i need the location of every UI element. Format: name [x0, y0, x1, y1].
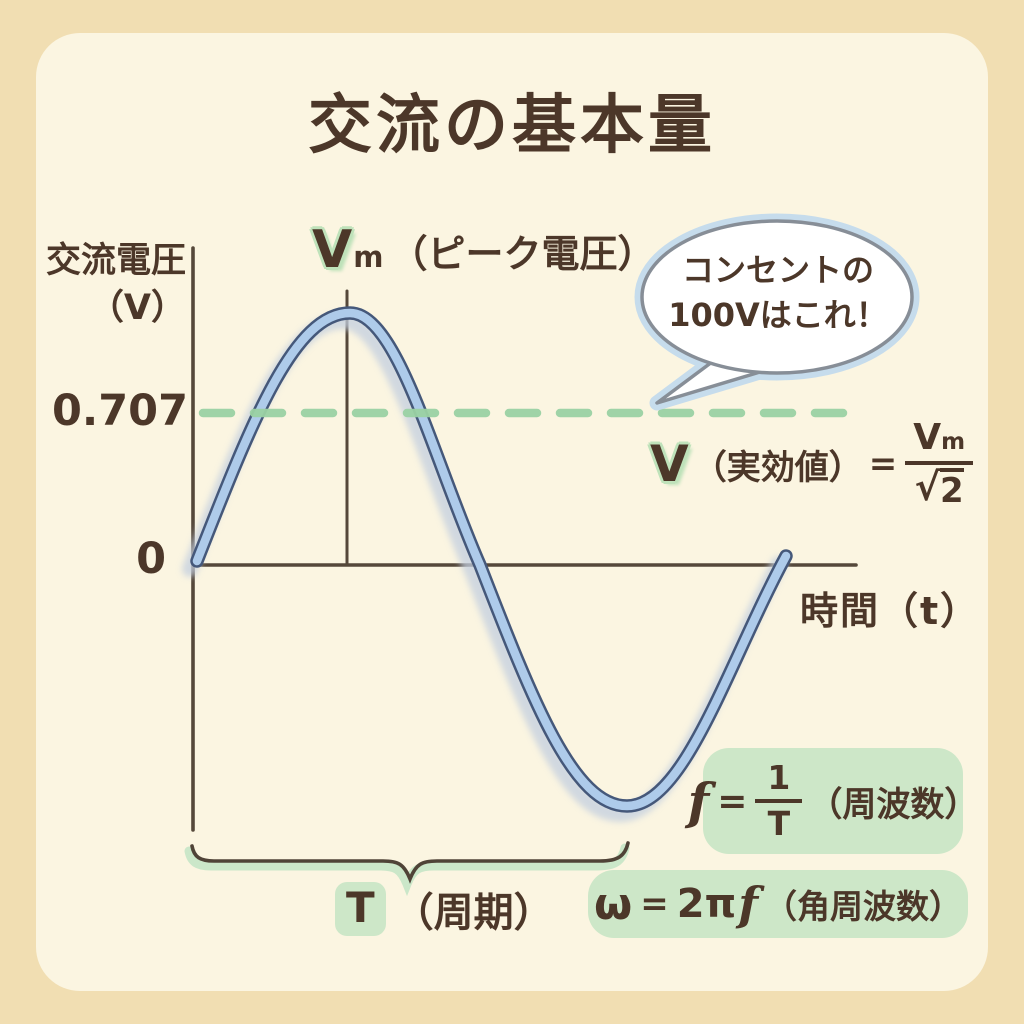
period-label: T （周期） [335, 880, 554, 938]
sine-wave-fill [192, 308, 791, 811]
rms-numerator-sub: m [941, 429, 966, 455]
x-axis-label: 時間（t） [800, 589, 981, 633]
angular-caption: （角周波数） [764, 887, 963, 926]
rms-radical-sign: √ [914, 464, 940, 509]
angular-variable: f [738, 877, 759, 931]
rms-radicand: 2 [939, 467, 964, 511]
angular-coefficient: 2π [676, 881, 737, 927]
rms-symbol: V [650, 435, 689, 494]
speech-bubble [634, 213, 920, 411]
period-caption: （周期） [393, 890, 554, 936]
rms-formula: V （実効値） = V m √ 2 [650, 417, 974, 511]
frequency-formula-box: f = 1 T （周波数） [688, 748, 978, 854]
y-axis-label-line2: （V） [88, 288, 186, 329]
rms-equals: = [868, 444, 898, 485]
angular-frequency-formula-box: ω = 2π f （角周波数） [588, 870, 968, 938]
rms-numerator: V [913, 417, 942, 458]
angular-lhs: ω [593, 878, 633, 930]
frequency-lhs: f [687, 771, 710, 831]
peak-subscript: m [353, 240, 384, 274]
rms-fraction: V m √ 2 [905, 417, 974, 511]
sine-wave [182, 306, 793, 823]
y-axis-label-line1: 交流電圧 [45, 241, 186, 281]
peak-symbol: V [312, 220, 353, 280]
rms-caption: （実効値） [692, 447, 863, 488]
period-brace [184, 841, 630, 897]
period-brace-highlight [184, 843, 630, 897]
frequency-fraction: 1 T [755, 759, 803, 843]
peak-voltage-label: V m （ピーク電圧） [312, 220, 655, 280]
period-brace-line [190, 841, 630, 884]
frequency-caption: （周波数） [808, 784, 979, 825]
period-symbol: T [335, 882, 386, 936]
rms-tick-label: 0.707 [52, 386, 189, 436]
speech-bubble-line1: コンセントの [681, 251, 874, 289]
frequency-equals: = [717, 780, 748, 822]
origin-label: 0 [136, 534, 166, 584]
angular-equals: = [640, 884, 669, 924]
page-title: 交流の基本量 [308, 89, 716, 163]
speech-bubble-line2: 100Vはこれ！ [668, 296, 888, 335]
y-axis-label: 交流電圧 （V） [38, 238, 186, 333]
frequency-numerator: 1 [755, 759, 803, 803]
speech-bubble-text: コンセントの 100Vはこれ！ [652, 248, 904, 339]
frequency-denominator: T [767, 803, 791, 843]
peak-caption: （ピーク電圧） [389, 232, 656, 276]
